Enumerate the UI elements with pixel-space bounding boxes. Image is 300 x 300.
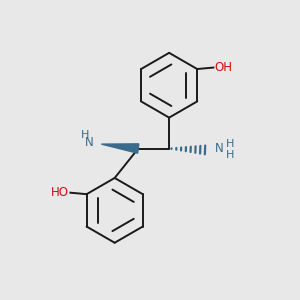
Text: H: H <box>226 139 234 148</box>
Text: N: N <box>215 142 224 155</box>
Text: N: N <box>85 136 93 149</box>
Text: H: H <box>226 150 234 160</box>
Text: HO: HO <box>51 186 69 199</box>
Text: OH: OH <box>215 61 233 74</box>
Text: H: H <box>81 130 89 140</box>
Polygon shape <box>101 144 139 153</box>
